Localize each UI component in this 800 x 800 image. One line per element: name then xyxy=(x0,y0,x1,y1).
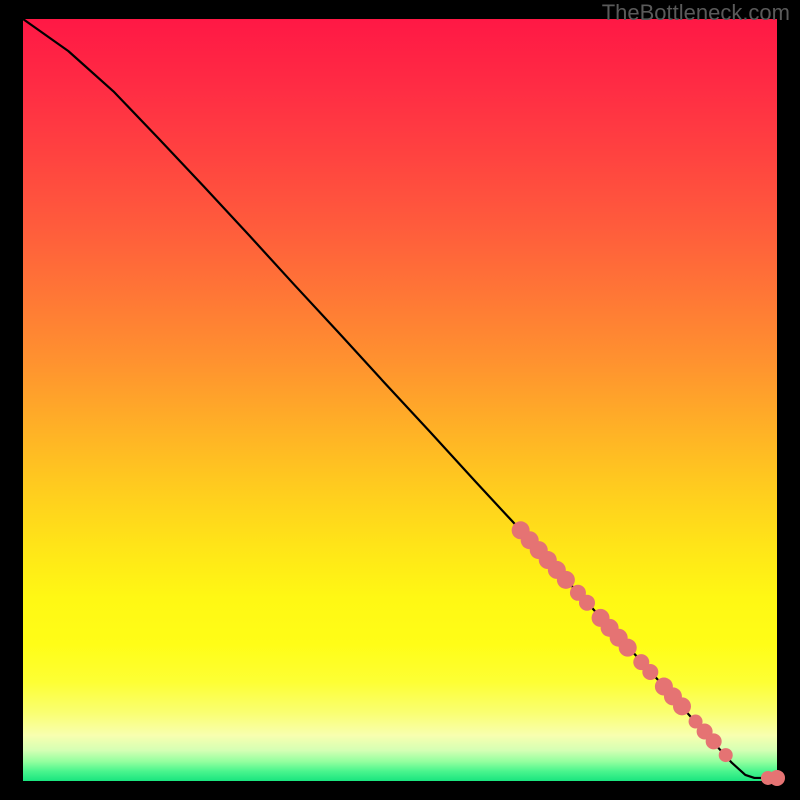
data-marker xyxy=(706,733,722,749)
data-marker xyxy=(557,571,575,589)
chart-stage: TheBottleneck.com xyxy=(0,0,800,800)
data-marker xyxy=(642,664,658,680)
data-marker xyxy=(579,595,595,611)
plot-area xyxy=(23,19,777,781)
data-marker xyxy=(719,748,733,762)
watermark-text: TheBottleneck.com xyxy=(602,0,790,26)
plot-svg xyxy=(23,19,777,781)
data-marker xyxy=(619,639,637,657)
data-marker xyxy=(673,697,691,715)
data-marker xyxy=(769,770,785,786)
